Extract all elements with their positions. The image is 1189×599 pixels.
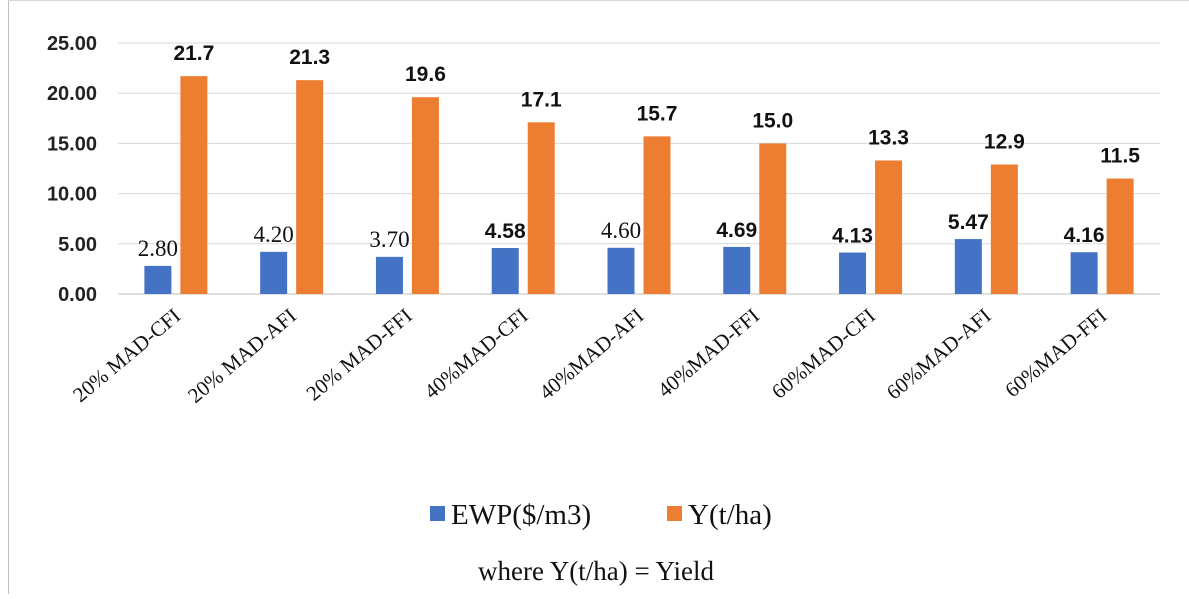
x-category-label: 20% MAD-FFI (302, 303, 417, 405)
x-category-label: 40%MAD-CFI (420, 303, 533, 403)
bar-yield (875, 160, 903, 294)
legend: EWP($/m3) Y(t/ha) (430, 499, 772, 531)
data-label-ewp: 5.47 (948, 211, 989, 234)
y-tick-label: 10.00 (47, 184, 97, 206)
bar-yield (527, 122, 555, 294)
legend-swatch-yield (667, 506, 682, 521)
bar-yield (643, 136, 671, 294)
data-label-yield: 15.0 (752, 109, 793, 132)
x-category-label: 40%MAD-FFI (653, 303, 764, 402)
y-axis-ticks: 0.00 5.00 10.00 15.00 20.00 25.00 (47, 33, 97, 306)
y-tick-label: 5.00 (58, 234, 97, 256)
bar-ewp (491, 248, 519, 294)
bar-yield (296, 80, 324, 294)
data-label-yield: 21.7 (173, 42, 214, 65)
data-label-ewp: 4.58 (485, 220, 526, 243)
bar-yield (180, 76, 208, 294)
y-tick-label: 25.00 (47, 33, 97, 55)
data-label-yield: 19.6 (405, 63, 446, 86)
bar-yield (990, 164, 1018, 294)
x-category-label: 60%MAD-AFI (882, 303, 996, 404)
x-category-label: 20% MAD-CFI (68, 303, 185, 407)
data-label-ewp: 4.20 (254, 222, 294, 247)
chart-note: where Y(t/ha) = Yield (478, 556, 714, 586)
bar-ewp (839, 252, 867, 294)
bar-ewp (954, 239, 982, 294)
data-label-ewp: 4.13 (832, 225, 873, 248)
y-tick-label: 0.00 (58, 284, 97, 306)
bar-yield (411, 97, 439, 294)
bar-ewp (144, 265, 172, 294)
bar-ewp (723, 246, 751, 294)
x-category-label: 60%MAD-CFI (767, 303, 880, 403)
bar-ewp (1070, 252, 1098, 294)
data-label-yield: 12.9 (984, 130, 1025, 153)
data-label-yield: 11.5 (1100, 145, 1140, 168)
bars (144, 76, 1134, 294)
x-category-label: 60%MAD-FFI (1000, 303, 1111, 402)
bar-ewp (260, 251, 288, 294)
bar-yield (1106, 178, 1134, 294)
data-label-ewp: 3.70 (369, 227, 409, 252)
bar-ewp (375, 256, 403, 294)
frame-left-border (8, 0, 9, 594)
data-label-ewp: 2.80 (138, 236, 178, 261)
bar-ewp (607, 247, 635, 294)
data-label-yield: 21.3 (289, 46, 330, 69)
data-label-yield: 15.7 (637, 102, 678, 125)
data-label-ewp: 4.60 (601, 218, 641, 243)
data-label-ewp: 4.69 (716, 219, 757, 242)
legend-label-yield: Y(t/ha) (688, 499, 772, 531)
x-category-label: 20% MAD-AFI (183, 303, 301, 407)
legend-label-ewp: EWP($/m3) (451, 499, 591, 531)
legend-swatch-ewp (430, 506, 445, 521)
data-label-ewp: 4.16 (1064, 224, 1105, 247)
data-label-yield: 13.3 (868, 126, 909, 149)
y-tick-label: 20.00 (47, 83, 97, 105)
frame-top-border (8, 0, 1189, 1)
y-tick-label: 15.00 (47, 133, 97, 155)
bar-yield (759, 143, 787, 294)
gridlines (118, 42, 1160, 295)
x-category-label: 40%MAD-AFI (534, 303, 648, 404)
data-label-yield: 17.1 (521, 88, 562, 111)
data-labels: 2.80 21.7 4.20 21.3 3.70 19.6 4.58 17.1 4.60 15.7… (138, 42, 1141, 261)
